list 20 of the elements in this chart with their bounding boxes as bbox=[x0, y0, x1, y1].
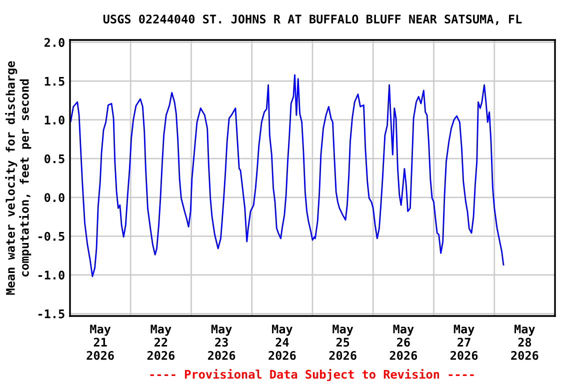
y-axis-title: Mean water velocity for discharge computation, feet per second bbox=[5, 61, 32, 295]
y-tick-label: 0.5 bbox=[44, 154, 64, 164]
x-tick-label: May 24 2026 bbox=[268, 324, 296, 360]
y-tick-label: 0.0 bbox=[44, 193, 64, 202]
x-tick-label: May 27 2026 bbox=[450, 324, 478, 360]
x-tick-label: May 26 2026 bbox=[390, 324, 418, 360]
y-tick-label: -1.5 bbox=[38, 310, 64, 318]
line-series bbox=[70, 74, 504, 278]
y-tick-label: 1.0 bbox=[44, 116, 64, 125]
x-tick-label: May 25 2026 bbox=[329, 324, 356, 360]
y-tick-label: 1.5 bbox=[44, 76, 64, 86]
x-tick-label: May 28 2026 bbox=[511, 324, 538, 360]
x-tick-label: May 21 2026 bbox=[86, 324, 114, 360]
text: ---- Provisional Data Subject to Revision ---- bbox=[150, 368, 474, 382]
y-tick-label: 2.0 bbox=[44, 38, 64, 47]
chart-title: USGS 02244040 ST. JOHNS R AT BUFFALO BLUFF NEAR SATSUMA, FL bbox=[103, 14, 522, 25]
x-tick-label: May 22 2026 bbox=[147, 324, 175, 360]
x-tick-label: May 23 2026 bbox=[208, 324, 236, 360]
y-tick-label: -0.5 bbox=[38, 232, 64, 241]
y-tick-label: -1.0 bbox=[38, 270, 64, 280]
